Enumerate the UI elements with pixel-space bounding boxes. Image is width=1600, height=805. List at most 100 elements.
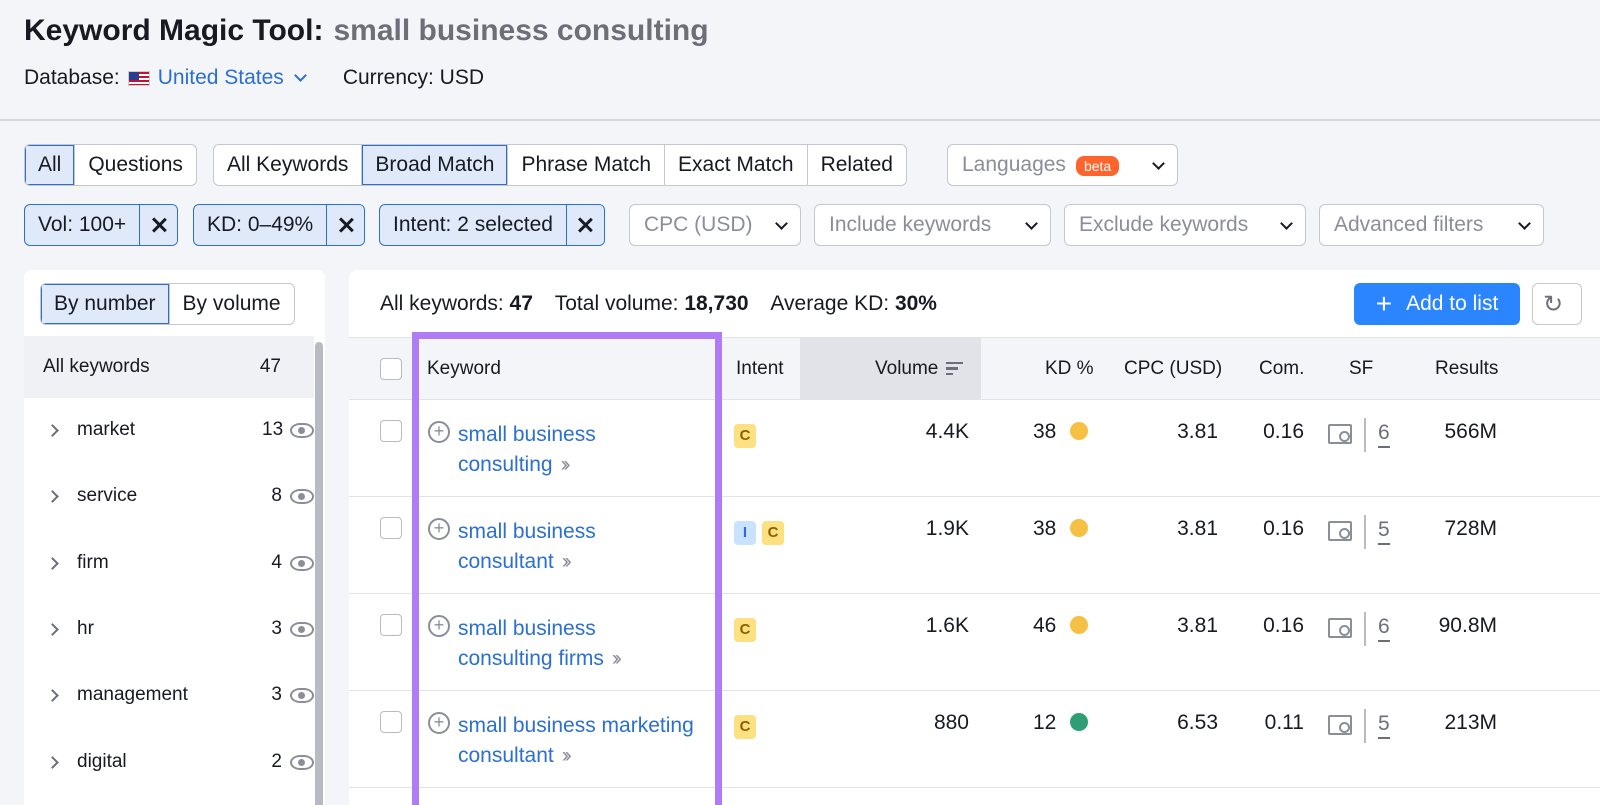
add-keyword-icon[interactable]: + [428,421,450,443]
intent-badge: C [762,521,784,545]
remove-filter-button[interactable] [565,205,604,245]
include-keywords-dropdown[interactable]: Include keywords [814,204,1051,246]
group-item-digital[interactable]: digital 2 [24,742,314,782]
add-keyword-icon[interactable]: + [428,712,450,734]
sf-count[interactable]: 5 [1378,711,1390,739]
chevron-right-icon[interactable] [46,489,59,503]
tab-exact-match[interactable]: Exact Match [665,145,808,185]
row-checkbox[interactable] [380,517,402,539]
chevron-right-icon[interactable] [46,688,59,702]
tab-broad-match[interactable]: Broad Match [362,145,509,185]
sf-count[interactable]: 6 [1378,420,1390,448]
tab-phrase-match[interactable]: Phrase Match [508,145,666,185]
group-label: digital [77,751,127,772]
exclude-keywords-label: Exclude keywords [1079,213,1249,236]
double-chevron-right-icon[interactable]: ›› [611,647,622,670]
row-checkbox[interactable] [380,711,402,733]
kd-value: 46 [1033,614,1057,637]
group-item-hr[interactable]: hr 3 [24,609,314,649]
group-count: 3 [271,684,282,705]
question-filter-tabs: All Questions [24,144,197,186]
eye-icon[interactable] [290,555,314,571]
column-sf[interactable]: SF [1349,357,1374,379]
eye-icon[interactable] [290,422,314,438]
add-keyword-icon[interactable]: + [428,615,450,637]
tool-title: Keyword Magic Tool: [24,14,324,47]
filter-chip-label: KD: 0–49% [207,213,314,236]
chevron-right-icon[interactable] [46,556,59,570]
double-chevron-right-icon[interactable]: ›› [560,453,571,476]
by-number-toggle[interactable]: By number [41,284,170,324]
results-value: 213M [1444,711,1497,734]
query-text: small business consulting [333,14,709,47]
group-item-firm[interactable]: firm 4 [24,543,314,583]
refresh-button[interactable]: ↻ [1532,283,1582,325]
filter-chip-label: Intent: 2 selected [393,213,553,236]
column-kd[interactable]: KD % [1045,357,1094,379]
keyword-link[interactable]: small business consulting ›› [458,420,718,480]
remove-filter-button[interactable] [326,205,365,245]
sf-count[interactable]: 5 [1378,517,1390,545]
chevron-right-icon[interactable] [46,755,59,769]
column-com[interactable]: Com. [1259,357,1305,379]
all-keywords-group[interactable]: All keywords 47 [24,336,314,398]
filter-chip-kd[interactable]: KD: 0–49% [193,204,366,246]
eye-icon[interactable] [290,621,314,637]
chevron-down-icon [775,216,788,230]
tab-all-keywords[interactable]: All Keywords [214,145,363,185]
tab-all[interactable]: All [25,145,76,185]
group-label: management [77,684,188,705]
eye-icon[interactable] [290,754,314,770]
group-item-management[interactable]: management 3 [24,675,314,715]
group-count: 4 [271,552,282,573]
sf-count[interactable]: 6 [1378,614,1390,642]
average-kd-label: Average KD: [770,292,890,315]
column-cpc[interactable]: CPC (USD) [1124,357,1223,379]
double-chevron-right-icon[interactable]: ›› [561,550,572,573]
add-keyword-icon[interactable]: + [428,518,450,540]
serp-features-icon [1328,521,1352,541]
close-icon [577,217,593,233]
advanced-filters-dropdown[interactable]: Advanced filters [1319,204,1544,246]
filter-chip-volume[interactable]: Vol: 100+ [24,204,179,246]
add-to-list-button[interactable]: + Add to list [1354,283,1520,325]
kd-difficulty-dot [1070,422,1089,440]
volume-value: 1.6K [925,614,969,637]
results-value: 90.8M [1438,614,1497,637]
group-item-market[interactable]: market 13 [24,410,314,450]
eye-icon[interactable] [290,488,314,504]
remove-filter-button[interactable] [139,205,178,245]
keyword-link[interactable]: small business marketing consultant ›› [458,711,718,771]
double-chevron-right-icon[interactable]: ›› [561,744,572,767]
keyword-text-line1: small business [458,520,596,543]
keyword-link[interactable]: small business consulting firms ›› [458,614,718,674]
chevron-right-icon[interactable] [46,622,59,636]
column-results[interactable]: Results [1435,357,1499,379]
column-intent[interactable]: Intent [736,357,784,379]
languages-dropdown[interactable]: Languages beta [947,144,1178,186]
exclude-keywords-dropdown[interactable]: Exclude keywords [1064,204,1306,246]
table-row: + small business marketing consultant ›› … [349,691,1600,788]
sidebar-scrollbar[interactable] [315,342,323,805]
group-count: 2 [271,751,282,772]
tab-questions[interactable]: Questions [88,153,183,176]
eye-icon[interactable] [290,687,314,703]
kd-value: 38 [1033,420,1057,443]
group-item-service[interactable]: service 8 [24,476,314,516]
row-checkbox[interactable] [380,420,402,442]
summary-bar: All keywords: 47 Total volume: 18,730 Av… [380,292,937,316]
filter-chip-intent[interactable]: Intent: 2 selected [379,204,605,246]
column-volume[interactable]: Volume [875,338,964,399]
database-select[interactable]: United States [158,66,307,90]
column-keyword[interactable]: Keyword [427,357,501,379]
chevron-right-icon[interactable] [46,423,59,437]
com-value: 0.16 [1263,420,1304,443]
tab-related[interactable]: Related [820,153,893,176]
cpc-dropdown[interactable]: CPC (USD) [629,204,801,246]
select-all-checkbox[interactable] [380,358,402,380]
kd-cell: 38 [1033,420,1089,444]
all-keywords-count: 47 [259,356,281,377]
keyword-link[interactable]: small business consultant ›› [458,517,718,577]
row-checkbox[interactable] [380,614,402,636]
by-volume-toggle[interactable]: By volume [182,292,281,315]
